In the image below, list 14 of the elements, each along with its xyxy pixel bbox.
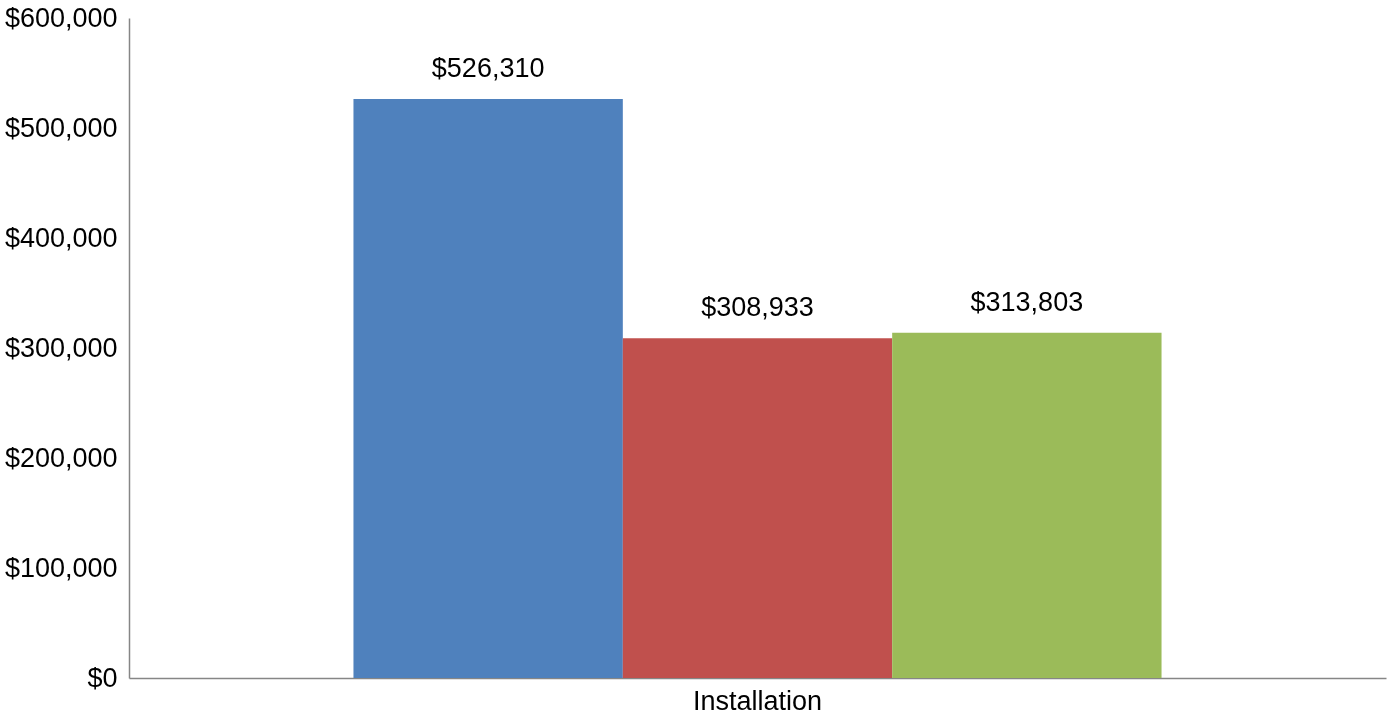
y-tick-label: $500,000 [4,112,118,143]
y-tick-label: $100,000 [4,552,118,583]
y-tick-label: $300,000 [4,332,118,363]
y-tick-label: $0 [87,662,118,693]
bar [892,332,1162,678]
y-tick-label: $200,000 [4,442,118,473]
bar [622,338,893,678]
bar [353,99,623,678]
y-tick-label: $600,000 [4,2,118,33]
y-tick-label: $400,000 [4,222,118,253]
data-label: $526,310 [431,53,545,84]
data-label: $313,803 [970,286,1084,317]
x-tick-label: Installation [692,685,823,716]
data-label: $308,933 [701,292,814,323]
